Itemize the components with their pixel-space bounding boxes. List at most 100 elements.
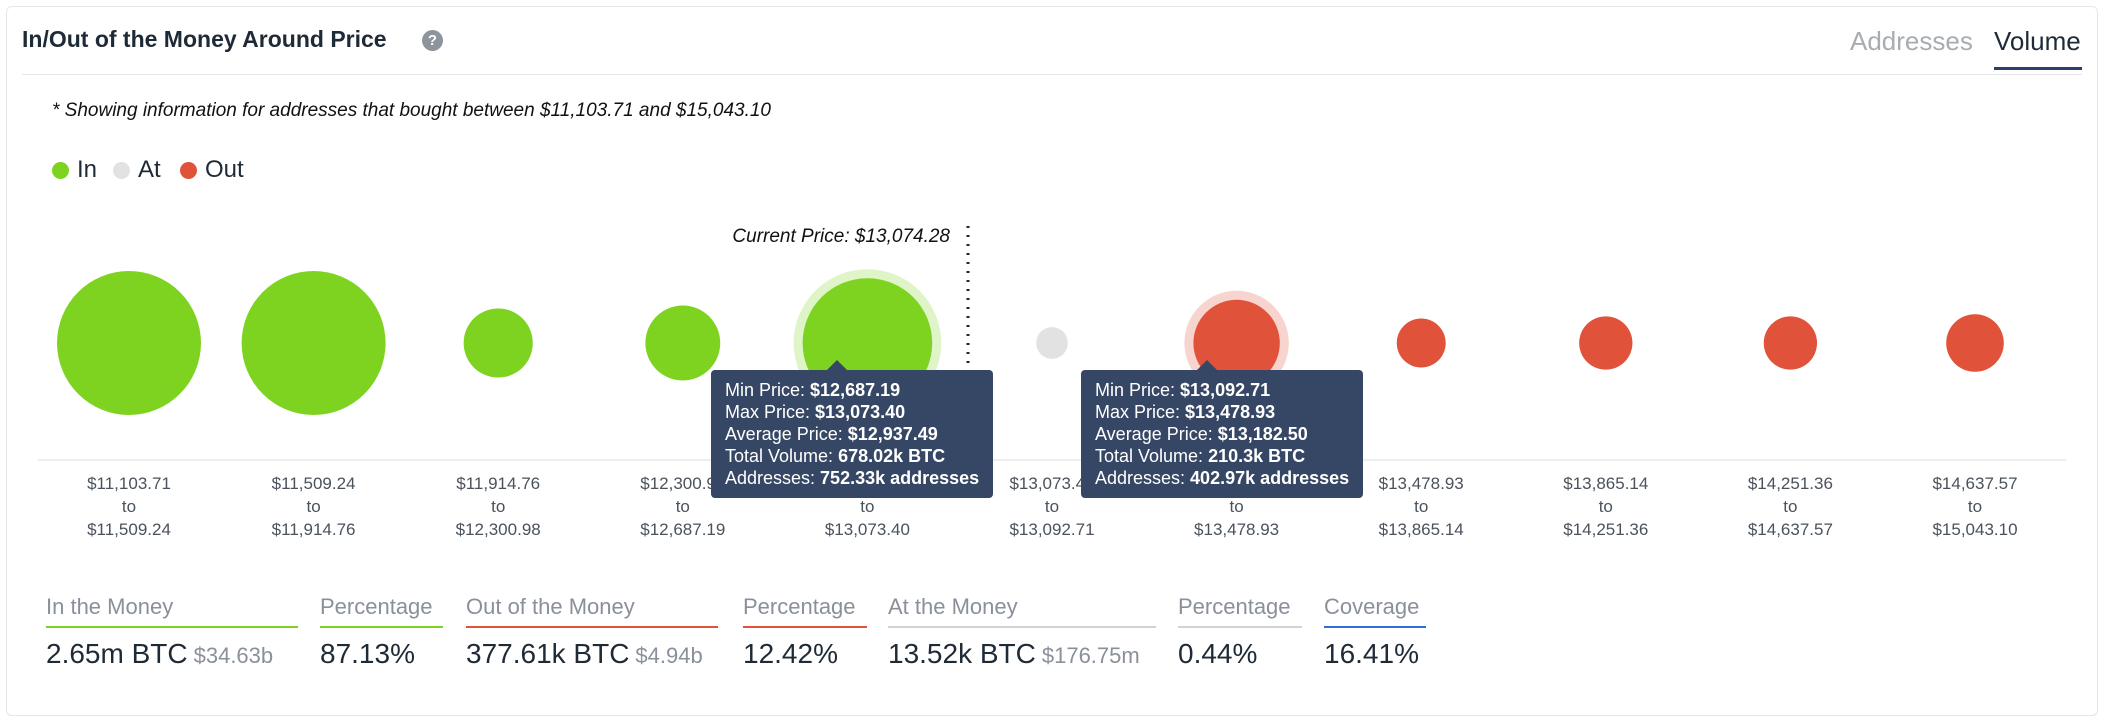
tick-label-to-7: to [1414,497,1428,516]
stat-value: 16.41% [1324,638,1419,669]
tooltip-row-label: Total Volume: [1095,446,1209,466]
help-icon[interactable]: ? [422,30,443,51]
legend-at-dot [113,161,130,179]
tooltip-row-label: Addresses: [725,468,821,488]
tick-label-min-3: $12,300.98 [640,474,725,493]
legend-item-out[interactable]: Out [180,156,244,184]
stat-value: 377.61k BTC $4.94b [466,638,703,669]
bubble-out-8[interactable] [1579,316,1633,370]
tick-label-to-2: to [491,497,505,516]
tick-label-min-10: $14,637.57 [1932,474,2017,493]
tooltip-row-value: $13,073.40 [815,402,906,422]
bubble-in-0[interactable] [57,271,201,415]
stat-subvalue: $34.63b [193,643,274,668]
tooltip-row-value: $12,937.49 [847,424,938,444]
stat-at-the-money: At the Money 13.52k BTC $176.75m [888,594,1156,670]
tick-label-to-0: to [122,497,136,516]
stat-label: Percentage [1178,594,1302,628]
range-note: * Showing information for addresses that… [52,100,772,121]
tooltip-row-label: Addresses: [1095,468,1191,488]
tooltip-row-label: Max Price: [1095,402,1186,422]
stat-percentage: Percentage 87.13% [320,594,443,670]
tick-label-to-8: to [1599,497,1613,516]
tick-label-max-5: $13,092.71 [1009,520,1094,539]
tick-label-min-1: $11,509.24 [272,474,356,493]
tick-label-min-0: $11,103.71 [87,474,171,493]
tick-label-min-2: $11,914.76 [456,474,540,493]
tooltip-row-label: Max Price: [725,402,816,422]
tick-label-to-1: to [307,497,321,516]
tooltip-row: Average Price: $12,937.49 [725,423,979,445]
stat-label: Coverage [1324,594,1426,628]
tooltip-row-label: Total Volume: [725,446,839,466]
bubble-out-7[interactable] [1396,318,1446,368]
active-tab-indicator [1994,67,2082,70]
tooltip-out-range: Min Price: $13,092.71 Max Price: $13,478.… [1081,360,1364,498]
stat-value: 0.44% [1178,638,1258,669]
widget-title: In/Out of the Money Around Price [22,26,387,52]
tooltip-row: Max Price: $13,073.40 [725,401,979,423]
tooltip-row: Total Volume: 210.3k BTC [1095,445,1349,467]
stat-subvalue: $4.94b [635,643,703,668]
tab-addresses[interactable]: Addresses [1850,26,1973,56]
tick-label-max-7: $13,865.14 [1379,520,1464,539]
tick-label-max-2: $12,300.98 [456,520,541,539]
current-price-label: Current Price: $13,074.28 [732,226,950,247]
tooltip-row-label: Min Price: [725,380,811,400]
bubble-in-2[interactable] [463,308,533,378]
stat-percentage: Percentage 12.42% [743,594,867,670]
tick-label-max-6: $13,478.93 [1194,520,1279,539]
stat-value: 13.52k BTC $176.75m [888,638,1140,669]
tooltip-row-value: $13,092.71 [1180,380,1271,400]
stat-subvalue: $176.75m [1041,643,1140,668]
stat-in-the-money: In the Money 2.65m BTC $34.63b [46,594,298,670]
tick-label-to-9: to [1783,497,1797,516]
tooltip-row: Min Price: $12,687.19 [725,379,979,401]
tick-label-max-9: $14,637.57 [1748,520,1833,539]
tab-volume[interactable]: Volume [1994,26,2081,56]
tick-label-max-8: $14,251.36 [1563,520,1648,539]
stat-percentage: Percentage 0.44% [1178,594,1302,670]
tooltip-row: Total Volume: 678.02k BTC [725,445,979,467]
bubble-in-3[interactable] [645,305,721,381]
tick-label-max-0: $11,509.24 [87,520,171,539]
legend-item-in[interactable]: In [52,156,97,184]
tooltip-row-value: 402.97k addresses [1190,468,1350,488]
stat-value: 2.65m BTC $34.63b [46,638,274,669]
legend-item-at[interactable]: At [113,156,161,184]
stat-label: Percentage [320,594,443,628]
tooltip-row: Addresses: 402.97k addresses [1095,467,1349,489]
iomap-chart: $11,103.71 to $11,509.24 $11,509.24 to $11,91… [38,226,2066,539]
tooltip-row-value: 210.3k BTC [1208,446,1306,466]
bubble-out-10[interactable] [1946,314,2004,372]
tick-label-max-1: $11,914.76 [272,520,356,539]
bubble-out-9[interactable] [1763,316,1818,370]
tick-label-to-5: to [1045,497,1059,516]
tick-label-max-3: $12,687.19 [640,520,725,539]
tick-label-min-7: $13,478.93 [1379,474,1464,493]
stat-out-of-the-money: Out of the Money 377.61k BTC $4.94b [466,594,718,670]
tick-label-to-4: to [860,497,874,516]
stat-coverage: Coverage 16.41% [1324,594,1426,670]
tick-label-to-10: to [1968,497,1982,516]
tooltip-row-value: $13,478.93 [1185,402,1276,422]
tooltip-row-value: 678.02k BTC [838,446,946,466]
tooltip-row: Min Price: $13,092.71 [1095,379,1349,401]
tooltip-row: Average Price: $13,182.50 [1095,423,1349,445]
stat-label: At the Money [888,594,1156,628]
tooltip-row: Max Price: $13,478.93 [1095,401,1349,423]
stat-label: Out of the Money [466,594,718,628]
tooltip-row-value: 752.33k addresses [820,468,980,488]
stat-value: 12.42% [743,638,838,669]
tick-label-min-8: $13,865.14 [1563,474,1648,493]
stat-label: In the Money [46,594,298,628]
tooltip-row-value: $13,182.50 [1217,424,1308,444]
bubble-at-5[interactable] [1036,327,1068,359]
header-divider [22,74,2082,75]
legend-out-label: Out [205,156,244,183]
tick-label-max-4: $13,073.40 [825,520,910,539]
legend-in-dot [52,161,69,179]
bubble-in-1[interactable] [241,271,386,415]
tick-label-to-6: to [1230,497,1244,516]
tick-label-min-9: $14,251.36 [1748,474,1833,493]
